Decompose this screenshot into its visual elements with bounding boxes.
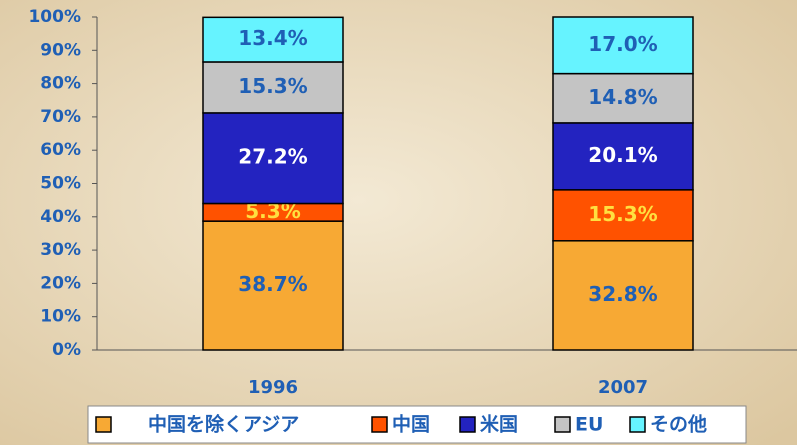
y-tick-label: 80% (40, 74, 81, 94)
bar-segment (202, 16, 344, 63)
value-label: 20.1% (588, 143, 657, 167)
bar-segment (202, 112, 344, 205)
bar-segment (202, 220, 344, 351)
legend-label: EU (575, 414, 603, 436)
y-tick-label: 90% (40, 40, 81, 60)
x-tick-label: 1996 (248, 377, 298, 398)
legend-label: 中国を除くアジア (148, 413, 299, 436)
x-tick-label: 2007 (598, 377, 648, 398)
legend-swatch (371, 416, 388, 433)
legend-label: 米国 (480, 413, 518, 436)
legend-swatch (459, 416, 476, 433)
y-tick-label: 100% (28, 7, 81, 27)
y-tick-label: 20% (40, 273, 81, 293)
bar-segment (552, 72, 694, 124)
y-tick-label: 0% (52, 340, 81, 360)
value-label: 14.8% (588, 85, 657, 109)
value-label: 13.4% (238, 26, 307, 50)
y-tick-label: 10% (40, 307, 81, 327)
y-tick-label: 60% (40, 140, 81, 160)
y-tick-label: 70% (40, 107, 81, 127)
value-label: 15.3% (238, 74, 307, 98)
legend-swatch (554, 416, 571, 433)
bar-segment (552, 240, 694, 351)
legend-label: 中国 (392, 413, 430, 436)
value-label: 27.2% (238, 145, 307, 169)
bar-segment (552, 189, 694, 242)
value-label: 15.3% (588, 202, 657, 226)
legend-label: その他 (650, 413, 707, 436)
y-tick-label: 50% (40, 174, 81, 194)
value-label: 17.0% (588, 32, 657, 56)
legend-swatch (95, 416, 112, 433)
bar-segment (552, 16, 694, 75)
value-label: 38.7% (238, 272, 307, 296)
y-tick-label: 30% (40, 240, 81, 260)
y-tick-label: 40% (40, 207, 81, 227)
legend-swatch (629, 416, 646, 433)
value-label: 32.8% (588, 282, 657, 306)
